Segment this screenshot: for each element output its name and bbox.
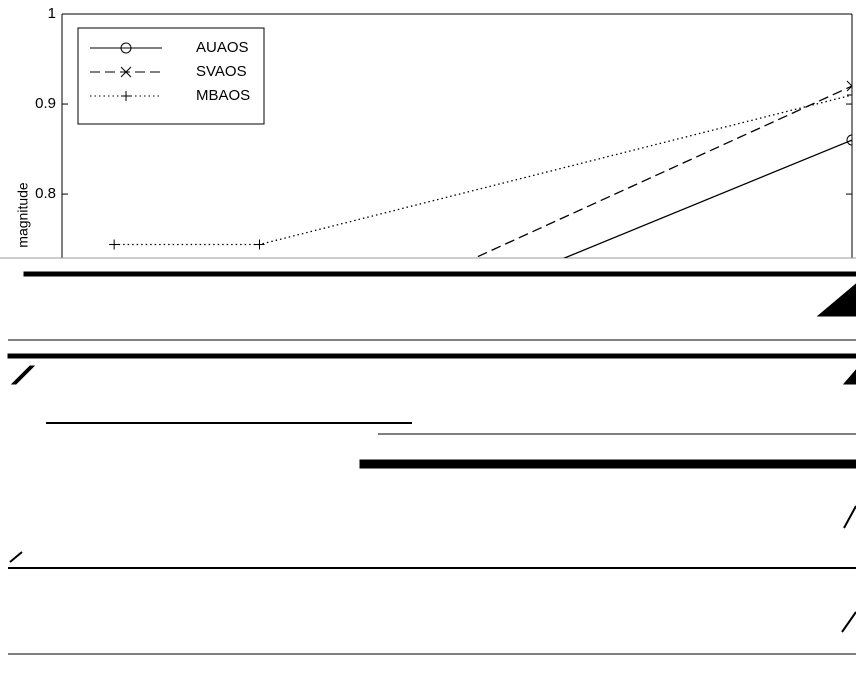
glitch-bar [360, 460, 856, 468]
glitch-shape [818, 284, 856, 316]
chart: magnitude 0.8 0.9 1 AUAOS SVAOS MBAOS [0, 0, 856, 683]
marker [109, 239, 119, 249]
legend-label: SVAOS [196, 63, 247, 80]
glitch-shape [844, 370, 856, 384]
series-line [260, 86, 853, 356]
marker [847, 90, 856, 100]
y-tick-label: 1 [48, 5, 56, 22]
y-tick-label: 0.8 [35, 185, 56, 202]
plot-area [109, 81, 856, 388]
marker [255, 378, 265, 388]
glitch-line [10, 552, 22, 562]
glitch-line [842, 612, 856, 632]
glitch-line [8, 354, 856, 358]
legend-label: AUAOS [196, 39, 249, 56]
legend-label: MBAOS [196, 87, 250, 104]
page: magnitude 0.80.91AUAOSSVAOSMBAOS (() => … [0, 0, 856, 683]
series-line [260, 140, 853, 383]
glitch-line [844, 506, 856, 528]
glitch-shape [12, 366, 34, 384]
y-tick-label: 0.9 [35, 95, 56, 112]
glitch-line [24, 272, 856, 276]
y-axis-label: magnitude [15, 182, 31, 248]
corrupted-region [0, 258, 856, 654]
marker [255, 239, 265, 249]
